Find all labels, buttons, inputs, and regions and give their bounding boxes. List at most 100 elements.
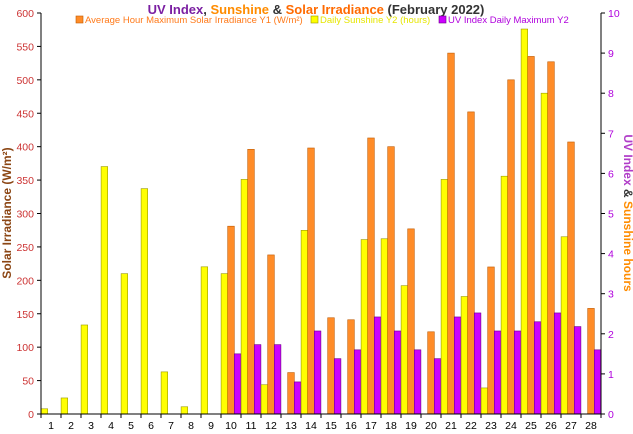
bar <box>587 308 595 415</box>
left-tick-label: 200 <box>16 275 34 287</box>
bar <box>100 166 108 415</box>
bar <box>553 312 562 415</box>
bar <box>347 319 355 415</box>
chart-title-part: Sunshine <box>211 2 270 17</box>
left-tick-label: 0 <box>28 409 34 421</box>
bar <box>533 321 542 415</box>
right-tick-label: 2 <box>608 329 614 341</box>
x-tick-label: 18 <box>385 420 397 432</box>
x-tick-label: 6 <box>148 420 154 432</box>
bar <box>527 56 535 415</box>
legend-swatch <box>75 15 84 24</box>
bar <box>287 372 295 415</box>
bars <box>40 28 602 415</box>
bar <box>313 330 322 415</box>
chart-title-part: Solar Irradiance <box>286 2 384 17</box>
bar <box>500 175 509 415</box>
left-tick-label: 300 <box>16 209 34 221</box>
bar <box>333 358 342 415</box>
right-tick-label: 9 <box>608 48 614 60</box>
bar <box>407 228 415 415</box>
bar <box>260 384 269 415</box>
left-tick-label: 50 <box>22 376 34 388</box>
bar <box>220 273 229 415</box>
y-axis-right-label-part: UV Index <box>621 134 633 186</box>
bar <box>413 349 422 415</box>
left-tick-label: 500 <box>16 75 34 87</box>
bar <box>240 179 249 415</box>
bar <box>573 326 582 415</box>
right-tick-label: 5 <box>608 209 614 221</box>
legend-label: UV Index Daily Maximum Y2 <box>448 15 569 26</box>
right-tick-label: 7 <box>608 128 614 140</box>
left-tick-label: 450 <box>16 108 34 120</box>
bar <box>520 28 528 415</box>
bar <box>140 188 149 415</box>
bar <box>460 296 469 415</box>
bar <box>513 330 522 415</box>
x-tick-label: 16 <box>345 420 357 432</box>
x-axis-ticks: 1 2 3 4 5 6 7 8 9 10 11 12 13 14 15 16 17 18 19 20 21 22 23 24 2… <box>40 414 602 432</box>
bar <box>360 239 369 415</box>
y-axis-right-label: UV Index & Sunshine hours <box>621 134 633 292</box>
bar <box>567 141 575 415</box>
x-tick-label: 8 <box>188 420 194 432</box>
legend-swatch <box>310 15 319 24</box>
bar <box>480 387 489 415</box>
x-tick-label: 17 <box>365 420 377 432</box>
x-tick-label: 4 <box>108 420 114 432</box>
bar <box>447 52 455 415</box>
left-tick-label: 350 <box>16 175 34 187</box>
bar <box>387 146 395 415</box>
x-tick-label: 2 <box>68 420 74 432</box>
x-tick-label: 27 <box>565 420 577 432</box>
legend-label: Daily Sunshine Y2 (hours) <box>320 15 430 26</box>
chart-title: UV Index, Sunshine & Solar Irradiance (F… <box>148 2 485 17</box>
left-tick-label: 600 <box>16 8 34 20</box>
y-axis-right-label-part: Sunshine hours <box>621 201 633 292</box>
bar <box>327 317 335 415</box>
bar <box>40 408 48 415</box>
chart-title-part: (February 2022) <box>384 2 484 17</box>
chart-title-part: , <box>203 2 210 17</box>
bar <box>160 371 169 415</box>
x-tick-label: 9 <box>208 420 214 432</box>
right-tick-label: 6 <box>608 168 614 180</box>
bar <box>273 344 282 415</box>
x-tick-label: 5 <box>128 420 134 432</box>
bar <box>440 179 449 415</box>
bar <box>234 353 242 415</box>
left-tick-label: 250 <box>16 242 34 254</box>
legend-label: Average Hour Maximum Solar Irradiance Y1… <box>85 15 303 26</box>
x-tick-label: 24 <box>505 420 517 432</box>
bar <box>433 358 442 415</box>
right-tick-label: 10 <box>608 8 620 20</box>
bar <box>380 238 389 415</box>
bar <box>180 406 189 415</box>
bar <box>427 331 435 415</box>
chart-title-part: & <box>269 2 286 17</box>
bar <box>487 266 495 415</box>
bar <box>60 397 68 415</box>
left-tick-label: 400 <box>16 142 34 154</box>
left-tick-label: 550 <box>16 41 34 53</box>
bar <box>467 111 475 415</box>
x-tick-label: 20 <box>425 420 437 432</box>
legend-swatch <box>438 15 447 24</box>
bar <box>560 236 568 415</box>
bar <box>373 316 382 415</box>
bar <box>200 266 209 415</box>
bar <box>293 381 302 415</box>
bar <box>267 254 275 415</box>
bar <box>507 79 515 415</box>
right-tick-label: 1 <box>608 369 614 381</box>
bar <box>80 324 88 415</box>
left-axis-ticks: 0 50 100 150 200 250 300 350 400 450 500 550 600 <box>16 8 41 421</box>
x-tick-label: 10 <box>225 420 237 432</box>
x-tick-label: 11 <box>246 420 257 432</box>
left-tick-label: 150 <box>16 309 34 321</box>
x-tick-label: 23 <box>485 420 497 432</box>
bar <box>254 344 262 415</box>
x-tick-label: 26 <box>545 420 557 432</box>
